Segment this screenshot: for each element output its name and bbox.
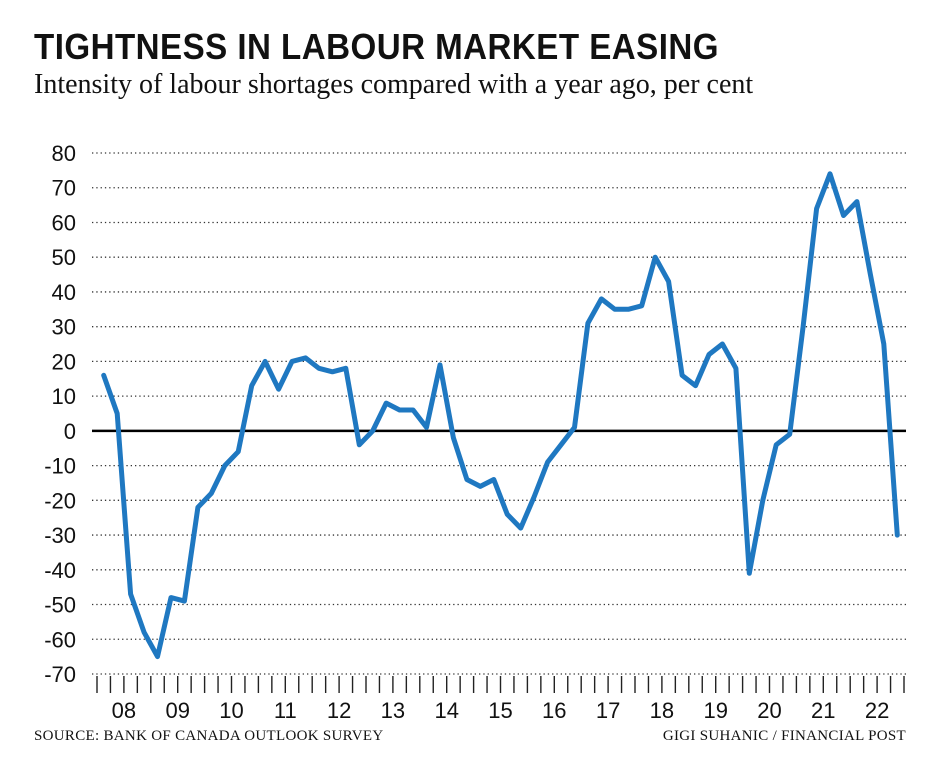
y-axis-tick-labels: 80 70 60 50 40 30 20 10 0 -10 -20 -30 -40 -50 -60 -70: [44, 141, 76, 687]
x-tick-label: 11: [274, 698, 297, 723]
y-tick-label: 20: [52, 349, 76, 374]
x-tick-label: 08: [112, 698, 136, 723]
x-axis-tick-labels: 08 09 10 11 12 13 14 15 16 17 18 19 20 21 22: [112, 698, 890, 723]
y-tick-label: 0: [64, 419, 76, 444]
y-tick-label: -20: [44, 488, 76, 513]
x-tick-label: 14: [434, 698, 458, 723]
x-tick-label: 10: [219, 698, 243, 723]
y-tick-label: -30: [44, 523, 76, 548]
x-tick-label: 22: [865, 698, 889, 723]
credit-note: GIGI SUHANIC / FINANCIAL POST: [662, 728, 906, 744]
x-tick-label: 09: [165, 698, 189, 723]
y-tick-label: -40: [44, 558, 76, 583]
x-tick-label: 12: [327, 698, 351, 723]
y-tick-label: 80: [52, 141, 76, 166]
y-tick-label: -10: [44, 454, 76, 479]
x-tick-label: 17: [596, 698, 620, 723]
x-tick-label: 15: [488, 698, 512, 723]
x-axis-ticks: [96, 676, 905, 693]
chart-subtitle: Intensity of labour shortages compared w…: [34, 69, 754, 100]
y-tick-label: 40: [52, 280, 76, 305]
x-tick-label: 18: [650, 698, 674, 723]
source-note: SOURCE: BANK OF CANADA OUTLOOK SURVEY: [34, 728, 384, 744]
y-tick-label: 10: [52, 384, 76, 409]
y-tick-label: 50: [52, 245, 76, 270]
series-line: [101, 171, 900, 660]
y-tick-label: 60: [52, 210, 76, 235]
y-tick-label: -50: [44, 593, 76, 618]
y-tick-label: 30: [52, 315, 76, 340]
x-tick-label: 20: [757, 698, 781, 723]
y-tick-label: 70: [52, 176, 76, 201]
x-tick-label: 13: [381, 698, 405, 723]
x-tick-label: 19: [703, 698, 727, 723]
chart-title: TIGHTNESS IN LABOUR MARKET EASING: [34, 26, 719, 67]
x-tick-label: 16: [542, 698, 566, 723]
gridlines: [92, 152, 906, 675]
y-tick-label: -60: [44, 627, 76, 652]
x-tick-label: 21: [811, 698, 835, 723]
y-tick-label: -70: [44, 662, 76, 687]
